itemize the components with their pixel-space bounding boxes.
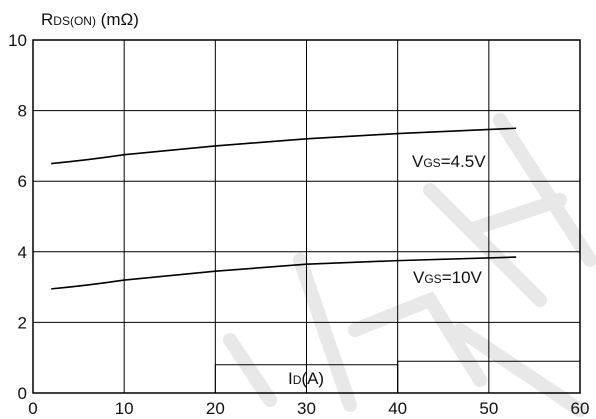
x-tick-label: 40: [388, 399, 407, 418]
series-label-vgs-10v: VGS=10V: [413, 268, 483, 287]
x-tick-label: 20: [206, 399, 225, 418]
series-line-0: [51, 127, 517, 165]
x-tick-label: 60: [571, 399, 590, 418]
x-title-box: [214, 364, 399, 393]
x-tick-label: 30: [297, 399, 316, 418]
y-axis-title: RDS(ON) (mΩ): [41, 10, 139, 29]
watermark: [223, 113, 596, 417]
x-tick-label: 50: [479, 399, 498, 418]
x-tick-label: 10: [115, 399, 134, 418]
label-boxes: [214, 360, 580, 393]
y-tick-label: 4: [18, 243, 27, 262]
tick-labels: 0 10 20 30 40 50 60 0 2 4 6 8 10: [8, 31, 589, 418]
x-axis-title: ID(A): [288, 369, 324, 388]
plot-frame: [32, 39, 581, 394]
grid: [32, 39, 581, 394]
series-line-1: [51, 256, 517, 290]
y-tick-label: 2: [18, 313, 27, 332]
y-tick-label: 8: [18, 102, 27, 121]
y-tick-label: 0: [18, 384, 27, 403]
series-label-vgs-4-5v: VGS=4.5V: [412, 152, 486, 171]
x-tick-label: 0: [28, 399, 37, 418]
y-tick-label: 10: [8, 31, 27, 50]
series-layer: [51, 127, 517, 290]
y-tick-label: 6: [18, 172, 27, 191]
